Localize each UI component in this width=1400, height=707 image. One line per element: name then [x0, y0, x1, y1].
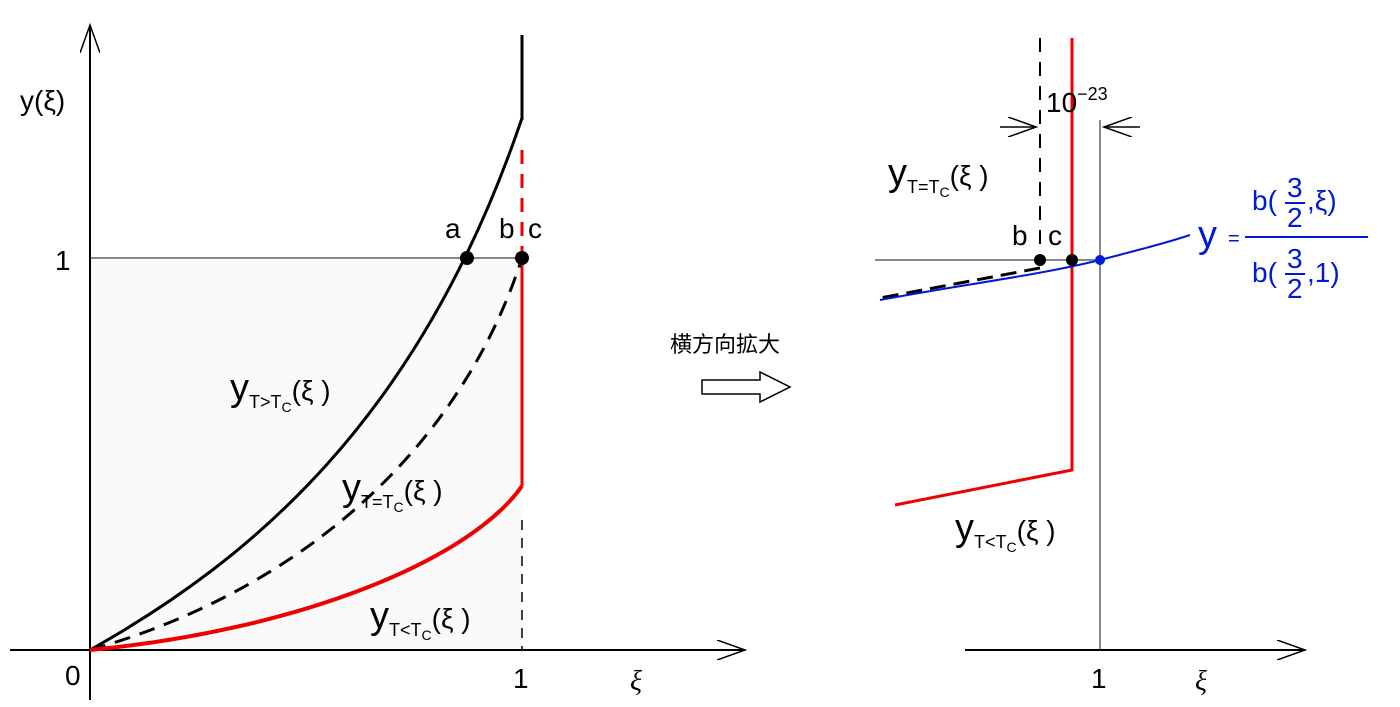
text-part: (ξ ): [1017, 515, 1056, 546]
formula-den: ,1): [1307, 257, 1340, 288]
critical-curve: [879, 266, 1041, 300]
text-part: T=T: [907, 177, 940, 197]
y-tick: 1: [55, 245, 71, 276]
text-part: (ξ ): [950, 160, 989, 191]
curve-above: [89, 117, 524, 652]
x-tick: 1: [513, 663, 529, 694]
formula-num: 3: [1287, 172, 1303, 203]
right-panel: 10−23 b c yT=TC(ξ ) yT<TC(ξ ) y = b( 3 2…: [875, 38, 1368, 697]
text-part: b(: [1252, 185, 1278, 216]
point-blue: [1095, 255, 1105, 265]
text-part: C: [282, 399, 292, 415]
text-part: y: [955, 507, 974, 549]
point-label: c: [528, 213, 542, 244]
curve-label: yT<TC(ξ ): [955, 507, 1056, 555]
point-c: [1066, 254, 1078, 266]
point-label: b: [1012, 220, 1028, 251]
text-part: C: [422, 627, 432, 643]
text-part: T<T: [974, 532, 1007, 552]
text-part: C: [394, 499, 404, 515]
curve-below: [89, 484, 524, 652]
text-part: y: [888, 152, 907, 194]
text-part: y: [370, 595, 389, 637]
curve-label: yT<TC(ξ ): [370, 595, 471, 643]
arrow-caption: 横方向拡大: [670, 332, 780, 357]
curve-label: yT=TC(ξ ): [888, 152, 989, 200]
text-part: C: [940, 184, 950, 200]
text-part: T<T: [389, 620, 422, 640]
formula-den: 3: [1287, 243, 1303, 274]
x-axis-label: ξ: [630, 666, 642, 697]
curve-label: yT=TC(ξ ): [342, 467, 443, 515]
y-axis-label: y(ξ): [20, 85, 65, 116]
formula-num: 2: [1287, 202, 1303, 233]
text-part: T>T: [249, 392, 282, 412]
point-label: a: [445, 213, 461, 244]
x-axis-label: ξ: [1195, 666, 1207, 697]
curve-critical: [89, 257, 524, 652]
formula-num: b(: [1252, 185, 1278, 216]
text-part: (ξ ): [292, 375, 331, 406]
formula-den: 2: [1287, 273, 1303, 304]
point-a: [460, 251, 474, 265]
blue-curve: [879, 234, 1191, 301]
text-part: C: [1007, 539, 1017, 555]
curve-label: yT>TC(ξ ): [230, 367, 331, 415]
shade: [90, 258, 522, 650]
text-part: y: [342, 467, 361, 509]
point-b: [1034, 254, 1046, 266]
text-part: −23: [1077, 84, 1108, 104]
gap-label: 10−23: [1046, 84, 1108, 118]
formula-eq: =: [1228, 228, 1240, 250]
origin: 0: [65, 660, 81, 691]
point-bc: [515, 251, 529, 265]
text-part: (ξ ): [404, 475, 443, 506]
below-curve: [894, 38, 1074, 507]
zoom-arrow: [701, 370, 792, 404]
text-part: (ξ ): [432, 603, 471, 634]
x-tick: 1: [1091, 663, 1107, 694]
text-part: y: [230, 367, 249, 409]
text-part: T=T: [361, 492, 394, 512]
point-label: c: [1048, 220, 1062, 251]
formula-den: b(: [1252, 257, 1278, 288]
text-part: 10: [1046, 87, 1077, 118]
point-label: b: [499, 213, 515, 244]
formula-num: ,ξ): [1307, 185, 1337, 216]
formula-lhs: y: [1198, 214, 1217, 256]
left-panel: y(ξ) 1 0 1 ξ a b c yT>TC(ξ ) yT=TC(ξ ) y…: [10, 25, 745, 700]
